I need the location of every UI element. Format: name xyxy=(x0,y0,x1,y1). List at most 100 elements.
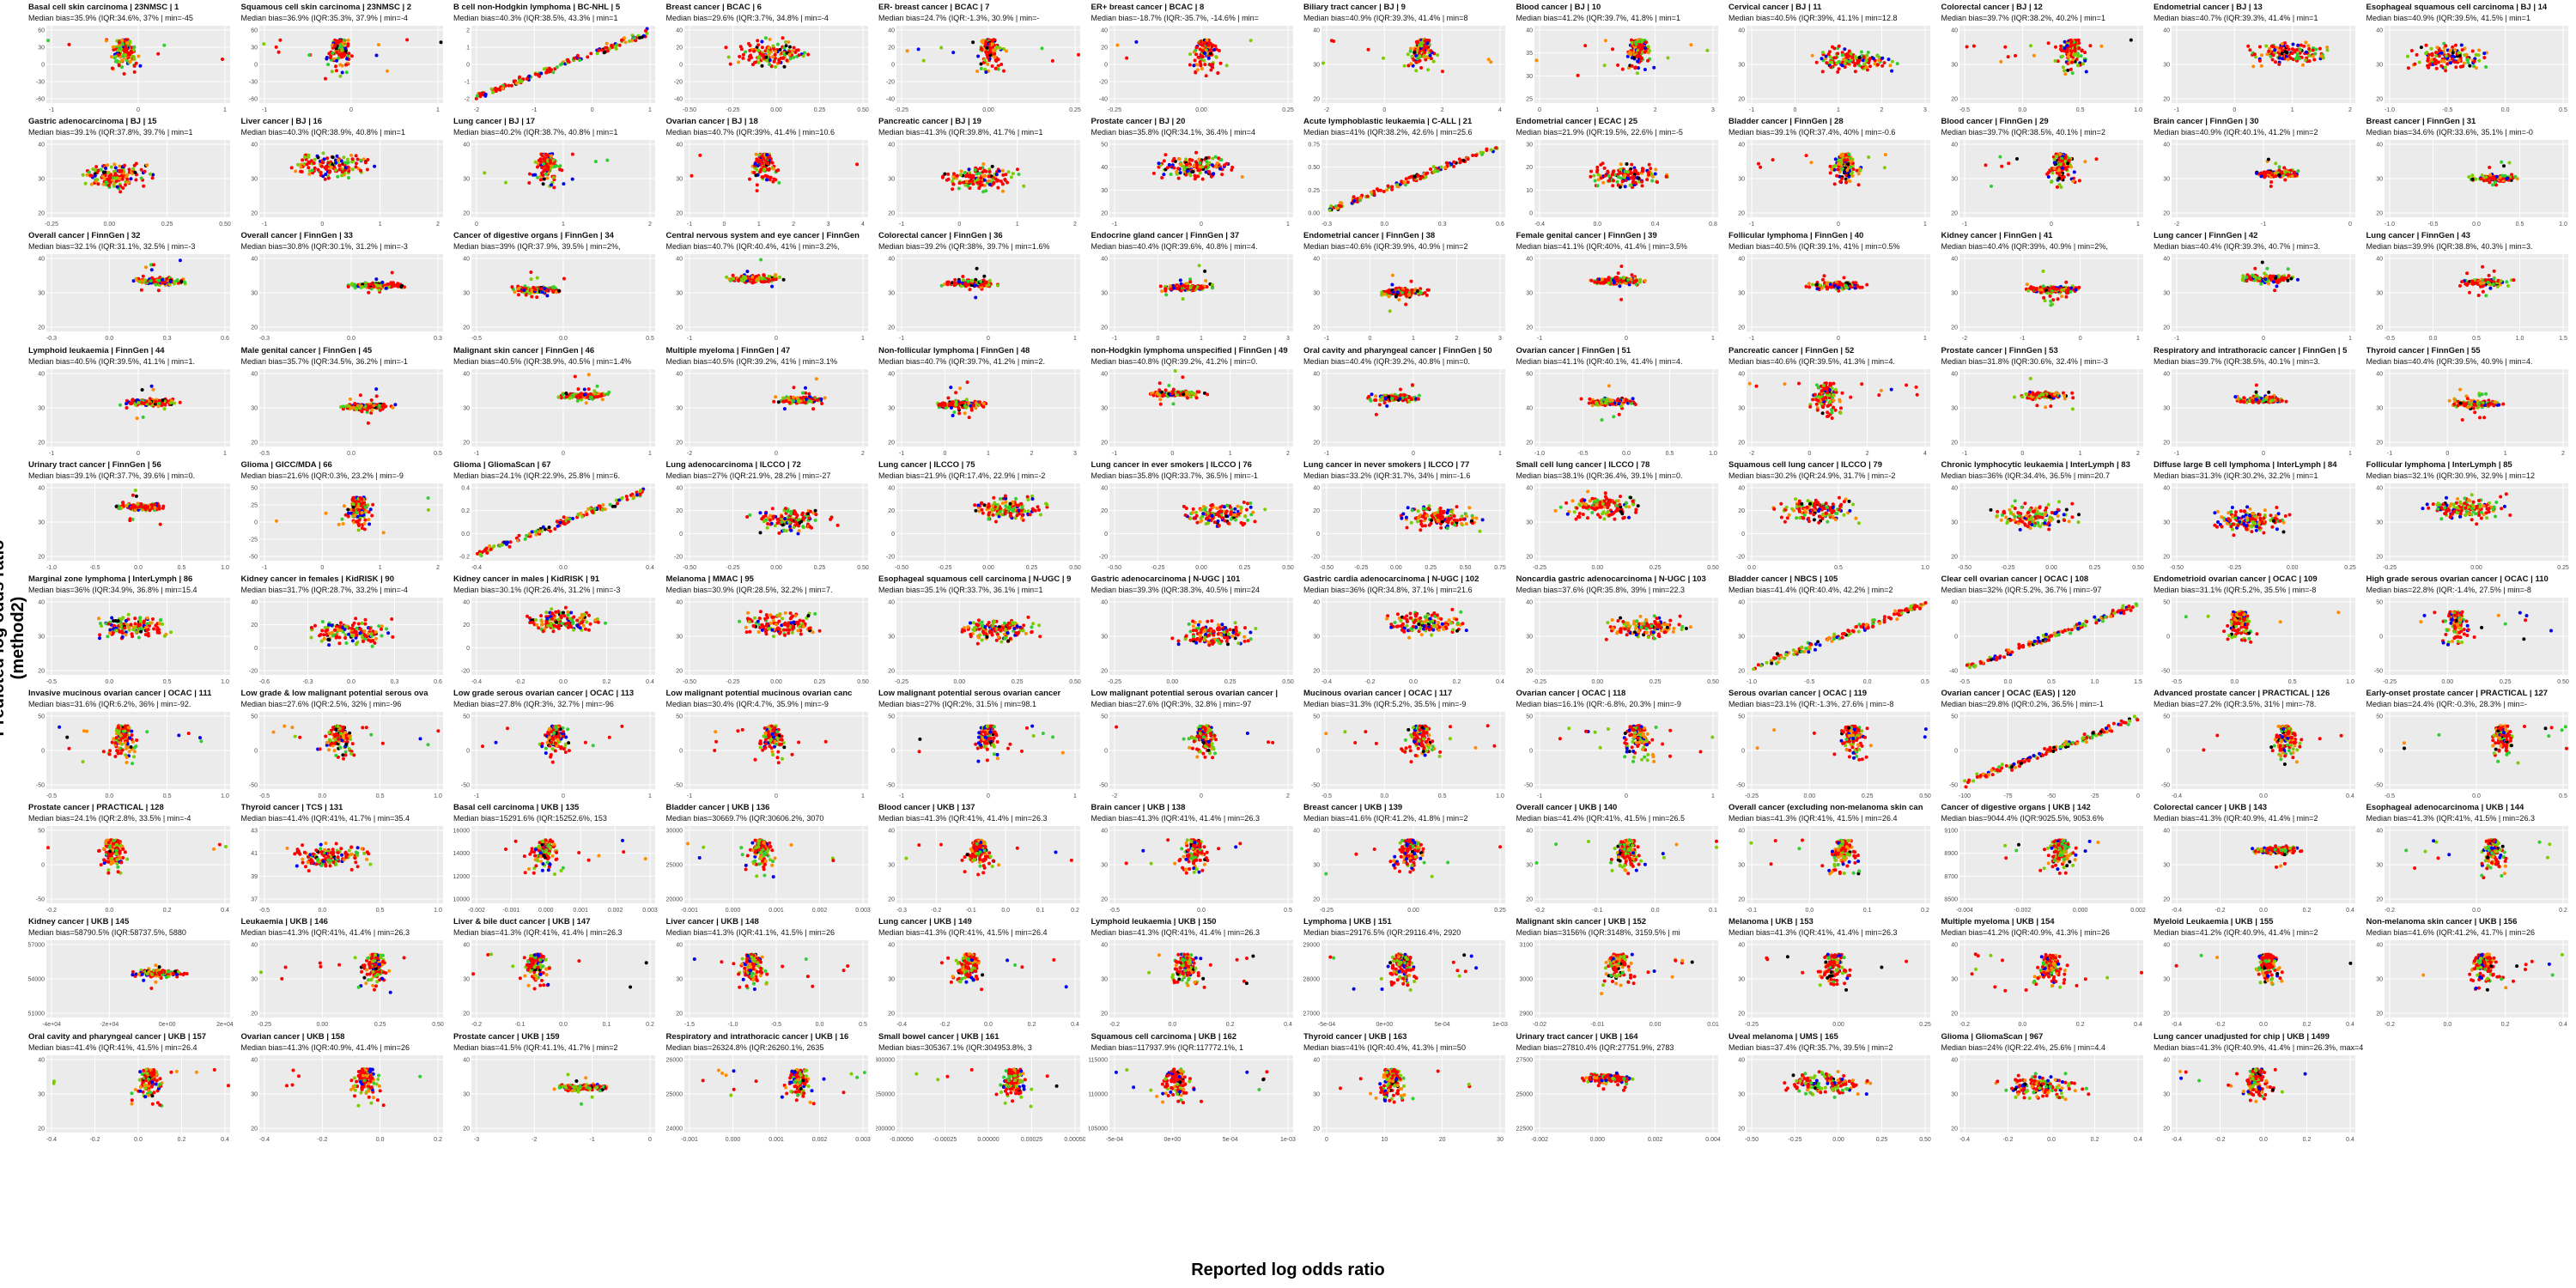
y-tick-label: 40 xyxy=(38,143,45,149)
data-point xyxy=(2325,46,2330,49)
x-tick-label: -1 xyxy=(532,107,537,113)
data-point xyxy=(2412,62,2416,66)
data-point xyxy=(2291,58,2295,62)
data-point xyxy=(2304,40,2308,45)
data-point xyxy=(1643,46,1647,50)
data-point xyxy=(2067,159,2071,163)
data-point xyxy=(1408,49,1413,53)
x-tick-label: -2 xyxy=(1324,107,1329,113)
data-point xyxy=(2275,46,2279,50)
data-point xyxy=(2466,175,2470,179)
x-tick-label: -1 xyxy=(1324,336,1329,342)
data-point xyxy=(1853,70,1857,74)
data-point xyxy=(376,43,380,47)
data-point xyxy=(331,155,335,160)
panel-subtitle: Median bias=41.3% (IQR:39.8%, 41.7% | mi… xyxy=(878,128,1043,137)
data-point xyxy=(2129,38,2133,42)
data-point xyxy=(1837,159,1841,163)
data-point xyxy=(1837,67,1841,71)
data-point xyxy=(1205,38,1208,42)
data-point xyxy=(93,173,97,178)
data-point xyxy=(1596,178,1601,182)
data-point xyxy=(2464,52,2469,57)
data-point xyxy=(1394,287,1398,291)
data-point xyxy=(1423,51,1427,54)
y-tick-label: 40 xyxy=(1313,257,1320,263)
data-point xyxy=(2450,45,2454,49)
data-point xyxy=(2265,52,2269,57)
data-point xyxy=(1424,58,1428,62)
data-point xyxy=(1859,50,1863,54)
data-point xyxy=(1837,44,1841,48)
data-point xyxy=(150,176,155,180)
data-point xyxy=(540,166,544,170)
data-point xyxy=(132,64,137,68)
x-tick-label: 1 xyxy=(1595,107,1599,113)
x-tick-label: 0.50 xyxy=(857,107,869,113)
y-tick-label: 20 xyxy=(38,211,45,217)
data-point xyxy=(781,46,786,50)
data-point xyxy=(1390,283,1394,287)
data-point xyxy=(1771,158,1775,162)
data-point xyxy=(1602,64,1607,68)
data-point xyxy=(724,46,727,50)
data-point xyxy=(1471,154,1475,158)
data-point xyxy=(761,156,765,161)
data-point xyxy=(139,176,143,180)
data-point xyxy=(478,94,483,99)
data-point xyxy=(528,172,532,176)
data-point xyxy=(1839,161,1844,166)
data-point xyxy=(2429,46,2433,51)
data-point xyxy=(1385,289,1389,294)
data-point xyxy=(1419,44,1424,48)
data-point xyxy=(2274,60,2277,64)
data-point xyxy=(1860,65,1864,70)
data-point xyxy=(1194,46,1198,50)
data-point xyxy=(943,172,947,176)
data-point xyxy=(324,57,328,61)
data-point xyxy=(1382,292,1386,296)
data-point xyxy=(2460,48,2464,52)
data-point xyxy=(731,274,735,278)
data-point xyxy=(2076,41,2081,46)
x-tick-label: 1 xyxy=(1200,336,1203,342)
data-point xyxy=(637,36,641,40)
data-point xyxy=(760,154,764,158)
data-point xyxy=(1615,180,1619,185)
data-point xyxy=(1647,162,1651,167)
x-tick-label: 0.6 xyxy=(1496,222,1504,228)
data-point xyxy=(566,58,570,62)
data-point xyxy=(67,42,71,46)
data-point xyxy=(339,55,343,59)
data-point xyxy=(1599,176,1603,180)
data-point xyxy=(560,62,564,66)
data-point xyxy=(345,157,349,161)
data-point xyxy=(964,179,969,184)
data-point xyxy=(724,276,728,280)
x-tick-label: 3 xyxy=(1498,336,1502,342)
x-tick-label: -0.5 xyxy=(1959,107,1969,113)
panel-title: Cervical cancer | BJ | 11 xyxy=(1728,3,1822,12)
data-point xyxy=(955,173,959,178)
x-tick-label: -1 xyxy=(49,107,54,113)
data-point xyxy=(1413,51,1417,54)
data-point xyxy=(1170,163,1175,167)
data-point xyxy=(1643,50,1647,54)
data-point xyxy=(2430,52,2433,56)
data-point xyxy=(1610,184,1614,188)
data-point xyxy=(753,161,756,166)
data-point xyxy=(554,164,558,168)
panel-title: Breast cancer | FinnGen | 31 xyxy=(2366,117,2476,127)
x-tick-label: 1 xyxy=(1412,336,1415,342)
data-point xyxy=(337,74,342,78)
facet-panel: Blood cancer | FinnGen | 29 Median bias=3… xyxy=(1939,114,2152,228)
data-point xyxy=(1422,54,1426,58)
y-tick-label: 20 xyxy=(1738,97,1745,103)
data-point xyxy=(120,177,125,181)
data-point xyxy=(512,80,516,84)
x-tick-label: -1 xyxy=(686,336,691,342)
panel-title: Overall cancer | FinnGen | 33 xyxy=(240,231,353,241)
data-point xyxy=(125,47,129,52)
